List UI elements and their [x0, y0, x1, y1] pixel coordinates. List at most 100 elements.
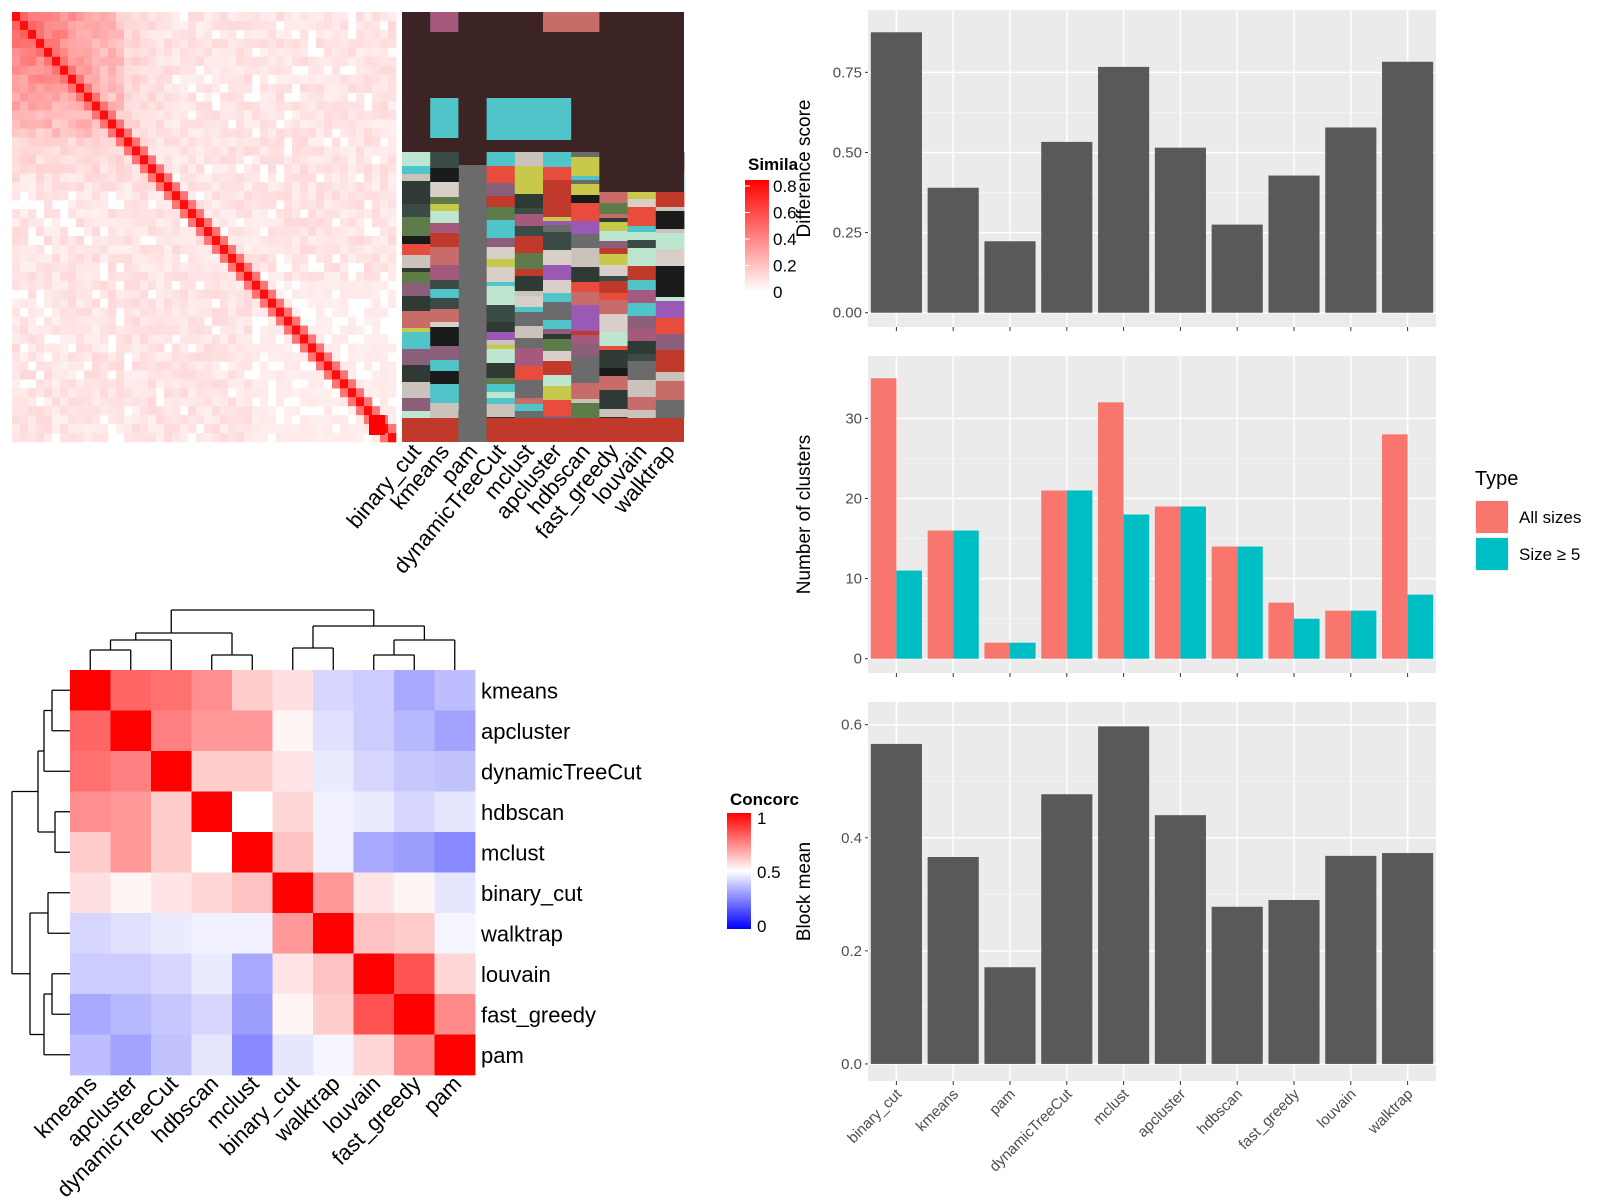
similarity-cell [44, 280, 53, 291]
similarity-cell [156, 316, 165, 326]
bar-size-ge5 [1123, 514, 1150, 659]
similarity-cell [12, 137, 21, 147]
label-segment [599, 218, 628, 222]
similarity-cell [148, 370, 157, 380]
similarity-cell [220, 74, 229, 84]
similarity-cell [164, 244, 173, 255]
label-segment [486, 286, 516, 305]
similarity-cell [132, 92, 141, 102]
bar [1041, 141, 1093, 313]
concordance-cell [232, 832, 273, 873]
label-segment [655, 266, 685, 285]
similarity-cell [156, 307, 165, 317]
similarity-cell [332, 271, 341, 282]
similarity-cell [220, 262, 229, 273]
similarity-cell [108, 227, 117, 237]
similarity-cell [252, 415, 261, 425]
similarity-cell [292, 424, 301, 434]
similarity-cell [324, 38, 333, 49]
similarity-cell [20, 280, 29, 291]
concordance-cell [110, 832, 152, 873]
similarity-cell [284, 227, 293, 237]
similarity-cell [236, 227, 245, 237]
similarity-cell [260, 361, 269, 371]
concordance-cell [313, 670, 354, 711]
similarity-cell [316, 343, 325, 353]
similarity-cell [84, 244, 93, 255]
similarity-cell [60, 361, 69, 371]
similarity-legend-tick: 0.6 [773, 204, 797, 223]
similarity-cell [284, 271, 293, 282]
similarity-cell [332, 65, 341, 76]
similarity-cell [252, 119, 261, 129]
similarity-cell [260, 334, 269, 344]
similarity-cell [228, 218, 237, 228]
similarity-cell [116, 352, 125, 362]
similarity-cell [204, 280, 213, 291]
y-tick-label: 20 [845, 490, 862, 507]
similarity-cell [324, 280, 333, 291]
concordance-cell [394, 953, 435, 995]
label-segment [402, 268, 431, 272]
similarity-cell [300, 289, 309, 299]
similarity-cell [140, 83, 149, 93]
similarity-cell [196, 289, 205, 299]
similarity-cell [260, 298, 269, 308]
similarity-cell [100, 146, 109, 156]
similarity-cell [212, 173, 221, 183]
similarity-cell [164, 253, 173, 264]
similarity-cell [108, 128, 117, 138]
similarity-cell [380, 253, 389, 264]
similarity-cell [332, 298, 341, 308]
similarity-cell [244, 209, 253, 219]
similarity-cell [60, 334, 69, 344]
similarity-cell [36, 128, 45, 138]
similarity-cell [68, 110, 77, 120]
similarity-cell [156, 379, 165, 389]
similarity-cell [204, 101, 213, 111]
label-segment [514, 398, 544, 404]
similarity-cell [60, 316, 69, 326]
similarity-cell [140, 65, 149, 76]
similarity-cell [52, 262, 61, 273]
similarity-cell [180, 155, 189, 165]
similarity-cell [204, 298, 213, 308]
similarity-cell [100, 119, 109, 129]
similarity-cell [228, 280, 237, 291]
similarity-cell [340, 182, 349, 192]
similarity-cell [108, 316, 117, 326]
similarity-cell [356, 191, 365, 201]
similarity-cell [292, 38, 301, 49]
similarity-cell [116, 29, 125, 40]
similarity-cell [348, 235, 357, 246]
similarity-cell [388, 424, 397, 434]
similarity-cell [20, 298, 29, 308]
similarity-cell [188, 424, 197, 434]
similarity-cell [364, 352, 373, 362]
similarity-cell [164, 65, 173, 76]
similarity-cell [28, 128, 37, 138]
similarity-cell [140, 137, 149, 147]
similarity-cell [220, 47, 229, 58]
label-segment [430, 298, 459, 309]
similarity-cell [76, 20, 85, 31]
similarity-cell [164, 307, 173, 317]
similarity-cell [100, 191, 109, 201]
label-segment [430, 223, 459, 233]
similarity-cell [380, 235, 389, 246]
similarity-cell [284, 361, 293, 371]
similarity-cell [124, 119, 133, 129]
similarity-cell [164, 298, 173, 308]
similarity-cell [300, 20, 309, 31]
similarity-cell [84, 388, 93, 398]
similarity-cell [148, 146, 157, 156]
concordance-cell [353, 791, 395, 833]
similarity-cell [196, 47, 205, 58]
similarity-cell [188, 92, 197, 102]
similarity-cell [220, 424, 229, 434]
similarity-cell [316, 370, 325, 380]
similarity-cell [172, 128, 181, 138]
similarity-cell [164, 191, 173, 201]
similarity-cell [172, 200, 181, 210]
similarity-cell [84, 271, 93, 282]
